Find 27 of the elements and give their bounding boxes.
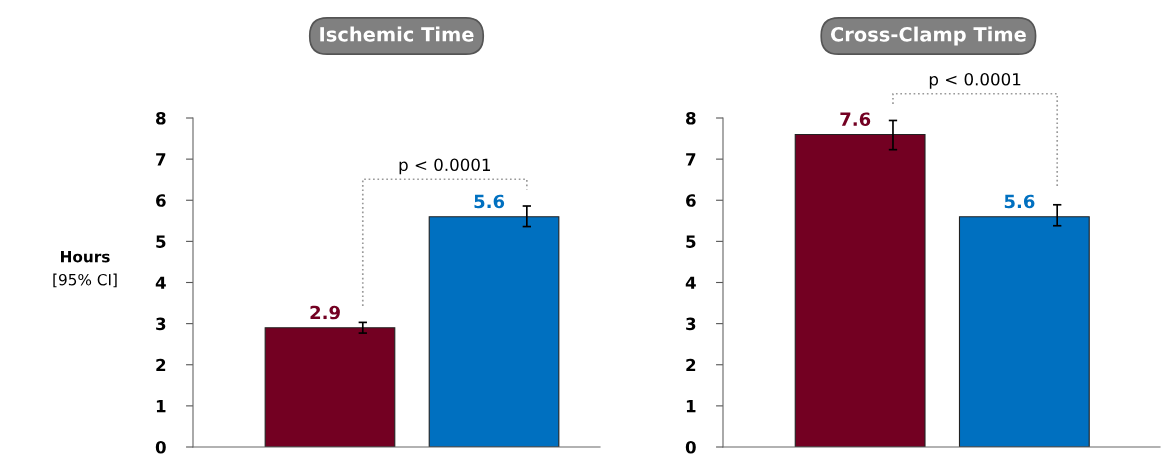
y-tick-label: 1 [686, 400, 696, 413]
y-tick-label: 1 [156, 400, 166, 413]
y-tick-label: 8 [686, 111, 696, 125]
y-tick-label: 8 [156, 111, 166, 125]
chart-title: Ischemic Time [320, 26, 474, 42]
data-label: 7.6 [840, 112, 871, 127]
chart-title: Cross-Clamp Time [830, 26, 1026, 46]
y-tick-label: 5 [686, 235, 696, 248]
y-tick-label: 4 [155, 276, 166, 289]
y-tick-label: 3 [156, 317, 166, 331]
data-label: 2.9 [310, 305, 340, 320]
y-tick-label: 7 [686, 153, 696, 166]
data-label: 5.6 [474, 194, 505, 209]
y-tick-label: 6 [686, 194, 696, 207]
text: p < 0.0001 [929, 72, 1021, 89]
y-tick-label: 2 [686, 358, 696, 372]
y-tick-label: 7 [156, 153, 166, 166]
annotation: p < 0.0001 [399, 158, 490, 175]
y-tick-label: 5 [156, 235, 166, 248]
y-tick-label: 3 [686, 317, 696, 331]
y-tick-label: 0 [155, 440, 166, 454]
y-tick-label: 2 [156, 358, 166, 372]
y-tick-label: 6 [156, 194, 166, 207]
y-tick-label: 0 [685, 440, 696, 454]
y-axis-title: Hours [95% CI] [53, 251, 117, 288]
data-label: 5.6 [1004, 194, 1035, 209]
y-tick-label: 4 [685, 276, 696, 289]
